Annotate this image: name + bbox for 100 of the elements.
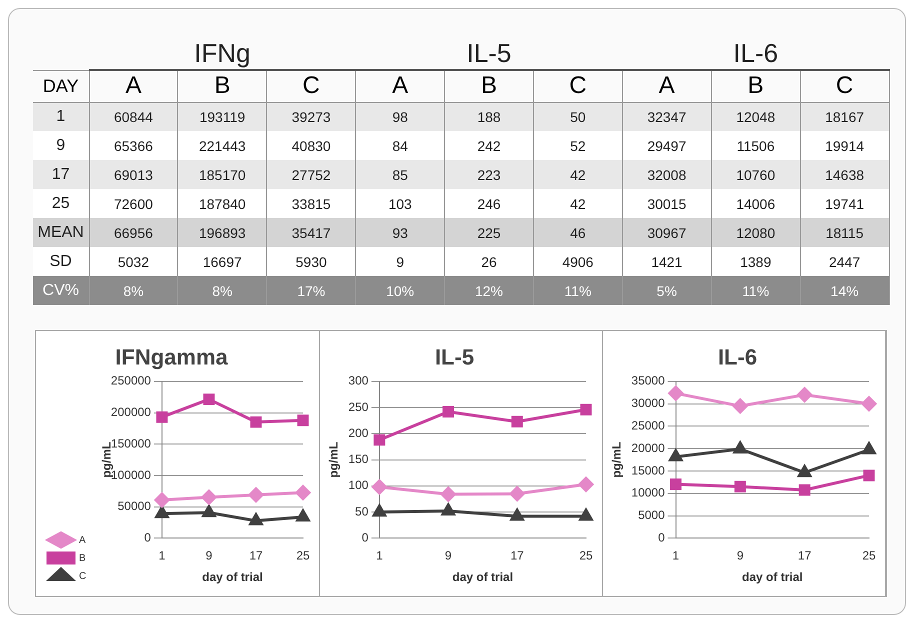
x-axis-title: day of trial [202, 570, 263, 584]
x-tick-label: B [444, 70, 534, 102]
x-tick-label: C [533, 70, 622, 102]
y-tick-label: 50000 [118, 499, 152, 514]
data-label: 246 [444, 189, 534, 218]
y-tick-label: 250000 [110, 374, 152, 388]
x-tick-label: C [266, 70, 356, 102]
data-label: 103 [356, 189, 445, 218]
data-label: 11% [711, 276, 800, 305]
y-tick-label: 100 [348, 478, 369, 492]
data-label: 12% [444, 276, 534, 305]
text: IL-5 [466, 38, 512, 70]
data-label: 18167 [800, 102, 890, 131]
chart-title: IFNgamma [115, 344, 228, 370]
legend-label: C [79, 570, 86, 582]
data-label: 98 [356, 102, 445, 131]
y-tick-label: SD [33, 247, 89, 276]
x-tick-label: B [711, 70, 800, 102]
data-label: 16697 [178, 247, 267, 276]
y-tick-label: 25000 [631, 418, 666, 433]
data-label: 32008 [622, 160, 712, 189]
data-label: 242 [444, 131, 534, 160]
data-label: 65366 [89, 131, 178, 160]
x-tick-label: 17 [798, 548, 812, 563]
data-label: 185170 [178, 160, 267, 189]
data-label: 223 [444, 160, 534, 189]
data-label: 27752 [266, 160, 356, 189]
data-label: 42 [533, 189, 622, 218]
y-tick-label: 20000 [631, 440, 666, 455]
data-label: 18115 [800, 218, 890, 247]
y-tick-label: 0 [362, 530, 369, 545]
data-label: 188 [444, 102, 534, 131]
data-label: 60844 [89, 102, 178, 131]
y-tick-label: 9 [33, 131, 89, 160]
x-tick-label: 25 [296, 548, 310, 563]
y-tick-label: 1 [33, 102, 89, 131]
data-label: 1421 [622, 247, 712, 276]
data-label: 66956 [89, 218, 178, 247]
data-label: 19741 [800, 189, 890, 218]
y-tick-label: 250 [348, 400, 369, 414]
y-tick-label: 200000 [110, 405, 152, 420]
data-label: 193119 [178, 102, 267, 131]
data-label: 42 [533, 160, 622, 189]
y-tick-label: 17 [33, 160, 89, 189]
data-label: 52 [533, 131, 622, 160]
text: IFNg [193, 38, 252, 70]
data-label: 14% [800, 276, 890, 305]
x-tick-label: 9 [444, 548, 452, 563]
data-label: 221443 [178, 131, 267, 160]
data-label: 4906 [533, 247, 622, 276]
x-tick-label: B [178, 70, 267, 102]
x-tick-label: C [800, 70, 890, 102]
x-axis-title: day of trial [742, 570, 803, 584]
y-tick-label: MEAN [33, 218, 89, 247]
data-label: 1389 [711, 247, 800, 276]
data-label: 50 [533, 102, 622, 131]
y-tick-label: 25 [33, 189, 89, 218]
text: DAY [33, 70, 89, 102]
x-tick-label: 9 [206, 548, 213, 563]
x-tick-label: 25 [579, 548, 593, 563]
y-tick-label: 5000 [638, 508, 666, 522]
data-label: 225 [444, 218, 534, 247]
data-label: 196893 [178, 218, 267, 247]
data-label: 72600 [89, 189, 178, 218]
y-tick-label: 35000 [631, 374, 666, 388]
y-tick-label: 0 [144, 530, 152, 545]
chart-title: IL-6 [718, 344, 758, 370]
y-tick-label: 15000 [631, 463, 666, 478]
y-tick-label: CV% [33, 276, 89, 305]
data-label: 12048 [711, 102, 800, 131]
y-tick-label: 30000 [631, 396, 666, 410]
legend-label: A [79, 534, 86, 546]
x-tick-label: 1 [672, 548, 680, 563]
data-label: 32347 [622, 102, 712, 131]
x-tick-label: 25 [862, 548, 876, 563]
y-tick-label: 150 [348, 452, 369, 466]
data-label: 17% [266, 276, 356, 305]
data-label: 14006 [711, 189, 800, 218]
x-tick-label: 17 [249, 548, 263, 563]
text: IL-6 [732, 38, 780, 70]
data-label: 69013 [89, 160, 178, 189]
data-label: 12080 [711, 218, 800, 247]
x-tick-label: A [622, 70, 712, 102]
data-label: 85 [356, 160, 445, 189]
y-tick-label: 50 [355, 504, 369, 518]
data-label: 5930 [266, 247, 356, 276]
data-label: 2447 [800, 247, 890, 276]
chart-title: IL-5 [434, 344, 474, 370]
x-tick-label: A [89, 70, 178, 102]
data-label: 14638 [800, 160, 890, 189]
data-label: 5032 [89, 247, 178, 276]
data-label: 10760 [711, 160, 800, 189]
data-label: 35417 [266, 218, 356, 247]
data-label: 30967 [622, 218, 712, 247]
data-label: 33815 [266, 189, 356, 218]
data-label: 19914 [800, 131, 890, 160]
x-tick-label: 9 [736, 548, 744, 563]
data-label: 5% [622, 276, 712, 305]
data-label: 93 [356, 218, 445, 247]
data-label: 30015 [622, 189, 712, 218]
